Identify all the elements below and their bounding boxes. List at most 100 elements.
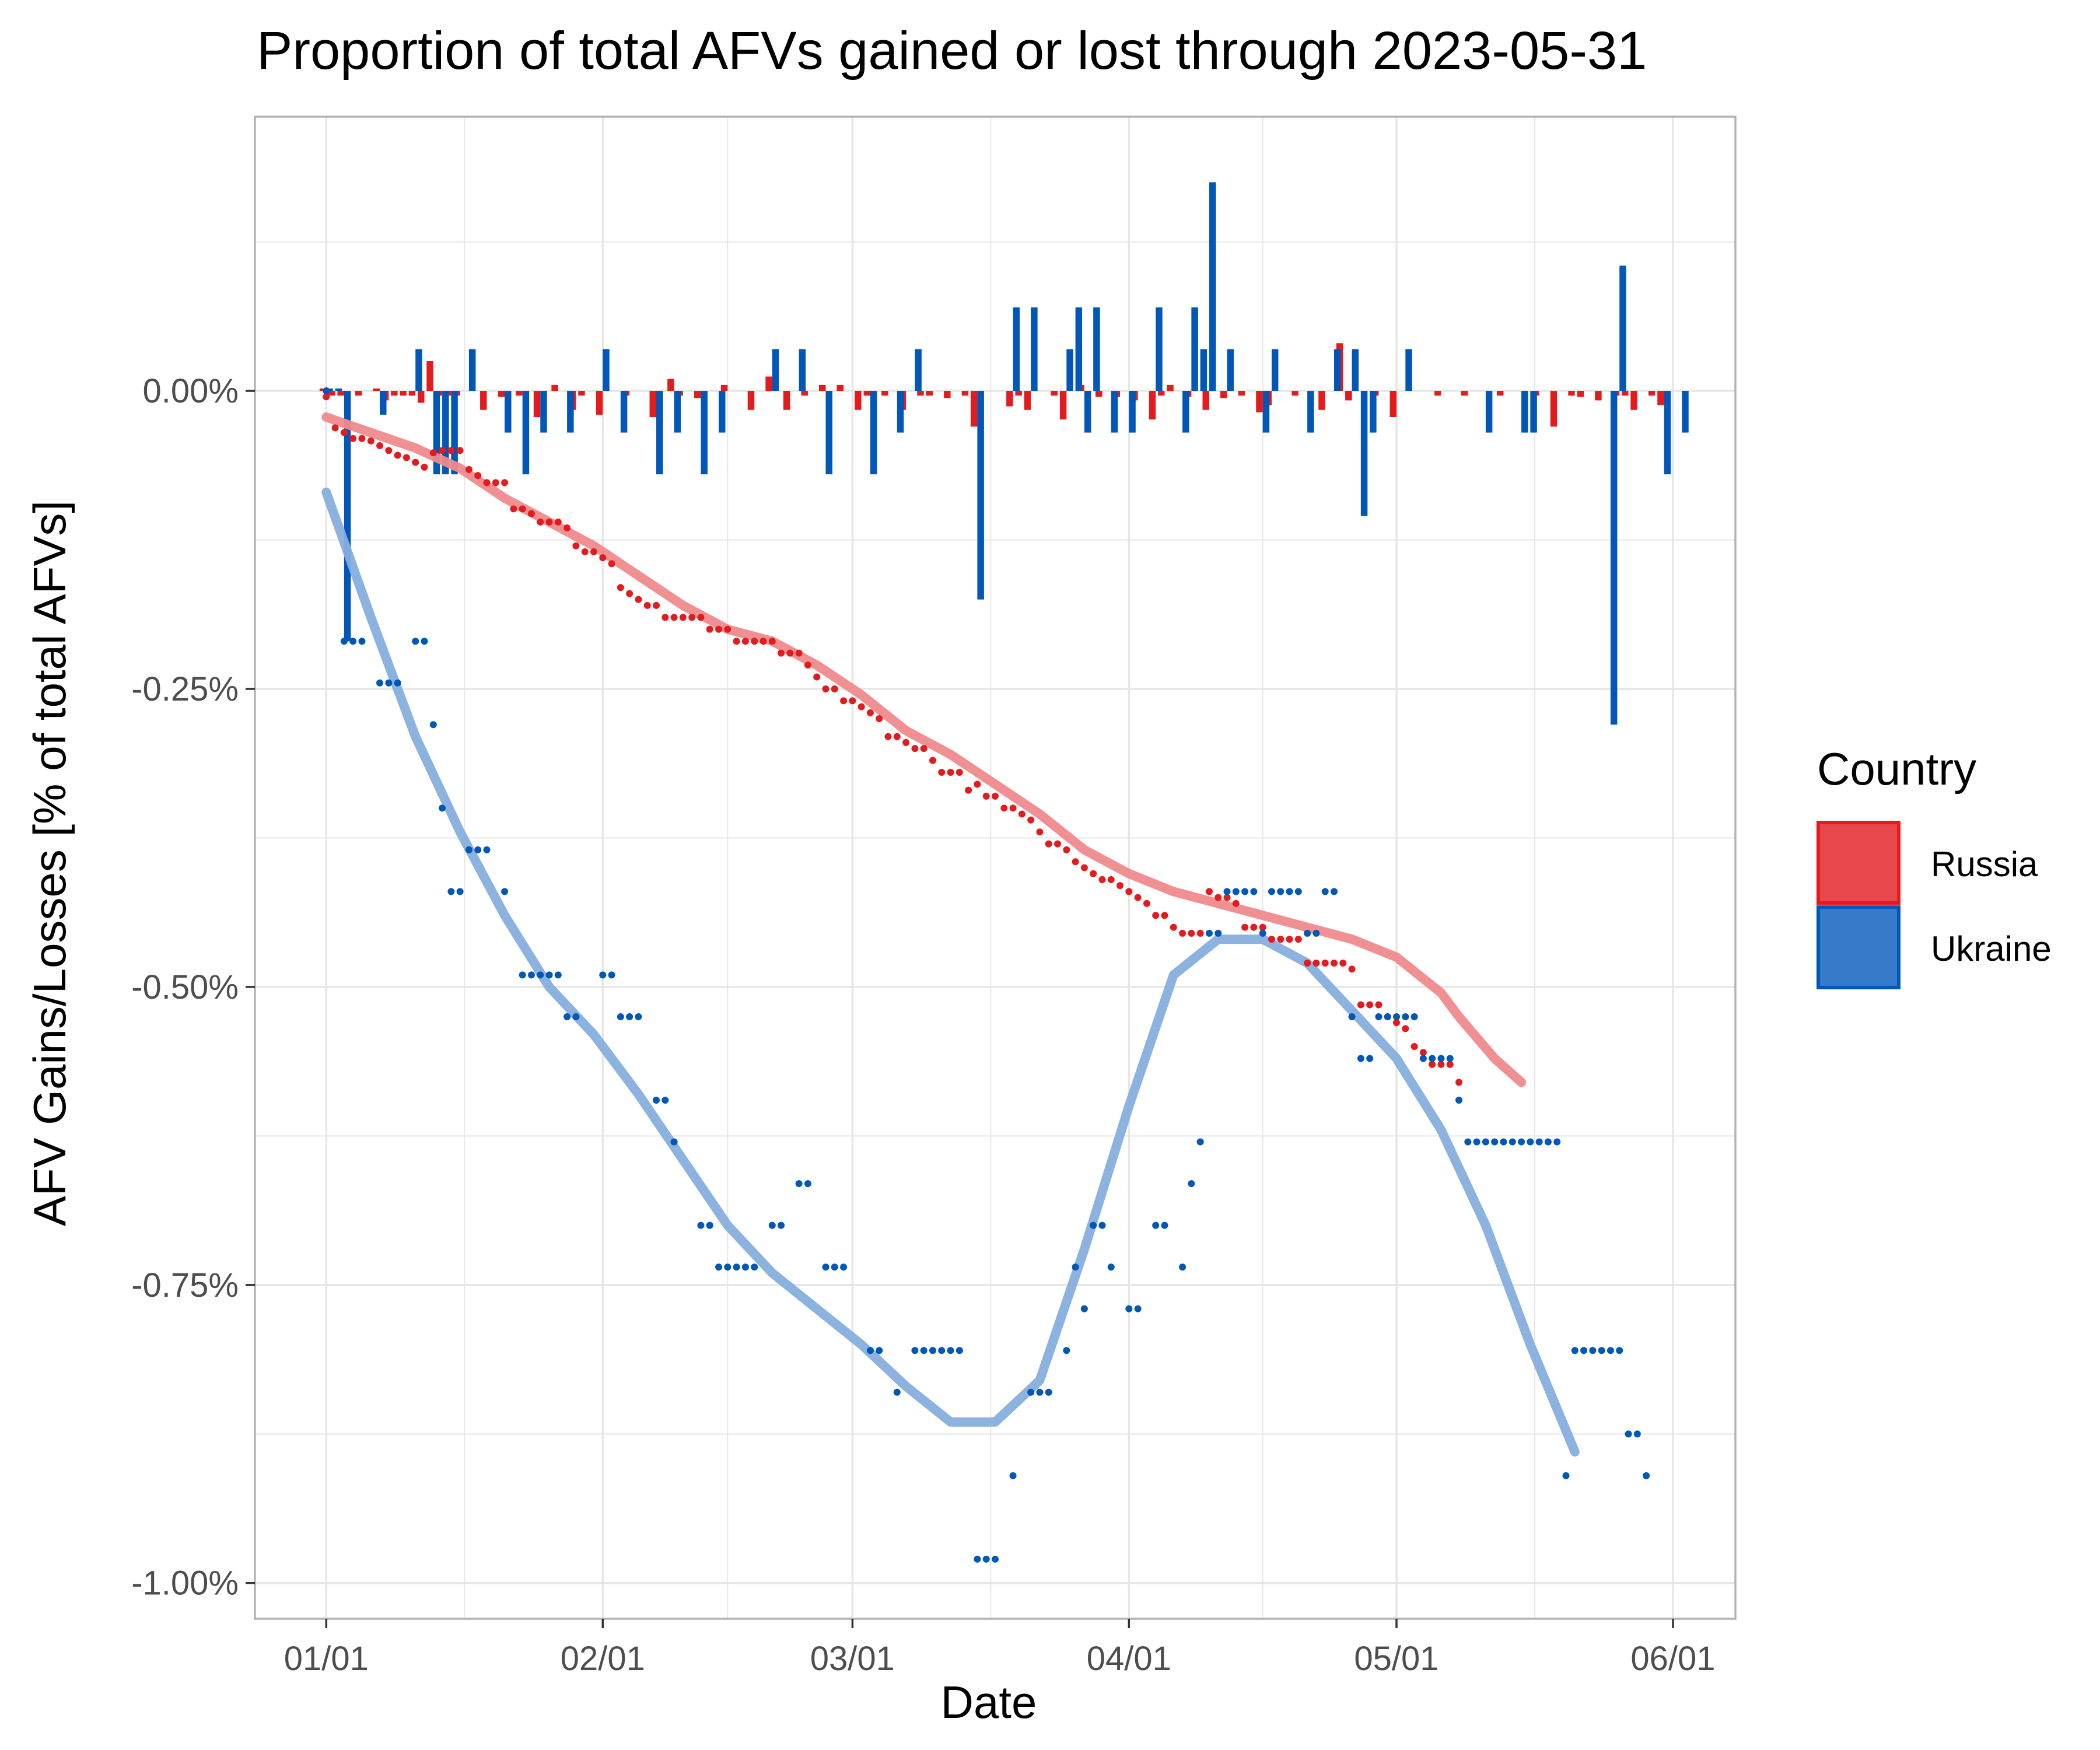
russia-daily-bar — [1238, 391, 1245, 396]
ukraine-cumulative-point — [1473, 1138, 1480, 1146]
ukraine-cumulative-point — [1090, 1222, 1097, 1229]
russia-cumulative-point — [1410, 1043, 1418, 1051]
ukraine-cumulative-point — [1375, 1013, 1382, 1020]
russia-daily-bar — [1149, 391, 1156, 420]
russia-cumulative-point — [1321, 959, 1329, 967]
ukraine-daily-bar — [451, 391, 458, 475]
ukraine-cumulative-point — [947, 1347, 954, 1354]
ukraine-daily-bar — [603, 349, 610, 391]
russia-cumulative-point — [358, 435, 366, 442]
ukraine-cumulative-point — [1616, 1347, 1623, 1354]
russia-cumulative-point — [1259, 923, 1266, 931]
ukraine-cumulative-point — [1027, 1388, 1035, 1396]
ukraine-cumulative-point — [635, 1013, 642, 1020]
ukraine-cumulative-point — [1232, 888, 1240, 895]
russia-daily-bar — [1059, 391, 1067, 420]
ukraine-daily-bar — [1013, 307, 1020, 391]
x-tick-label: 01/01 — [284, 1640, 369, 1678]
ukraine-daily-bar — [1084, 391, 1091, 433]
legend-label-ukraine: Ukraine — [1931, 929, 2052, 968]
ukraine-cumulative-point — [1571, 1347, 1578, 1354]
ukraine-daily-bar — [1485, 391, 1493, 433]
ukraine-daily-bar — [1405, 349, 1412, 391]
y-tick-label: -0.50% — [131, 968, 239, 1006]
russia-cumulative-point — [679, 614, 687, 621]
russia-daily-bar — [881, 391, 888, 396]
legend: Country Russia Ukraine — [1817, 743, 2052, 989]
russia-cumulative-point — [1125, 888, 1133, 895]
russia-daily-bar — [391, 391, 398, 396]
ukraine-daily-bar — [620, 391, 628, 433]
ukraine-cumulative-point — [501, 888, 509, 895]
ukraine-daily-bar — [674, 391, 681, 433]
ukraine-daily-bar — [1262, 391, 1270, 433]
russia-cumulative-point — [492, 479, 499, 487]
ukraine-cumulative-point — [1241, 888, 1249, 895]
russia-cumulative-point — [1437, 1060, 1445, 1068]
russia-cumulative-point — [483, 479, 491, 487]
x-tick-label: 05/01 — [1354, 1640, 1438, 1678]
russia-daily-bar — [783, 391, 790, 410]
russia-cumulative-point — [947, 769, 954, 776]
russia-cumulative-point — [626, 590, 634, 597]
axis-ticks: 01/01 02/01 03/01 04/01 05/01 06/01 0.00% -0.25… — [131, 372, 1715, 1678]
ukraine-smooth-line — [321, 487, 1580, 1457]
ukraine-cumulative-point — [840, 1264, 848, 1271]
russia-cumulative-point — [519, 505, 526, 513]
ukraine-cumulative-point — [1419, 1055, 1427, 1062]
russia-cumulative-point — [804, 662, 811, 669]
ukraine-cumulative-point — [527, 971, 535, 979]
russia-cumulative-point — [1107, 876, 1115, 883]
ukraine-cumulative-point — [564, 1013, 571, 1020]
y-tick-label: -1.00% — [131, 1564, 239, 1602]
ukraine-cumulative-point — [554, 971, 562, 979]
ukraine-cumulative-point — [1179, 1264, 1186, 1271]
ukraine-cumulative-point — [1544, 1138, 1552, 1146]
ukraine-daily-bar — [505, 391, 512, 433]
ukraine-daily-bar — [522, 391, 530, 475]
russia-cumulative-point — [1357, 1001, 1364, 1009]
russia-daily-bar — [1167, 384, 1174, 391]
russia-cumulative-point — [670, 614, 678, 621]
russia-daily-bar — [1550, 391, 1558, 427]
russia-daily-bar — [863, 391, 870, 396]
russia-daily-bar — [337, 391, 344, 396]
russia-daily-bar — [1648, 391, 1656, 396]
russia-cumulative-point — [1143, 900, 1150, 907]
russia-cumulative-point — [733, 638, 740, 645]
russia-daily-bar — [1158, 391, 1165, 396]
russia-cumulative-point — [545, 518, 553, 526]
ukraine-cumulative-point — [1393, 1013, 1401, 1020]
russia-daily-bar — [961, 391, 969, 396]
ukraine-cumulative-point — [929, 1347, 936, 1354]
russia-cumulative-point — [1161, 912, 1168, 919]
russia-cumulative-point — [768, 638, 776, 645]
russia-cumulative-point — [831, 685, 838, 692]
ukraine-cumulative-point — [465, 846, 473, 853]
ukraine-cumulative-point — [412, 638, 419, 645]
russia-cumulative-point — [474, 472, 482, 480]
ukraine-cumulative-point — [394, 679, 401, 687]
ukraine-cumulative-point — [439, 804, 446, 812]
russia-cumulative-point — [1277, 936, 1284, 943]
ukraine-cumulative-point — [626, 1013, 634, 1020]
russia-daily-bar — [1622, 391, 1629, 396]
ukraine-cumulative-point — [778, 1222, 785, 1229]
russia-cumulative-point — [1179, 929, 1186, 937]
russia-cumulative-point — [1214, 894, 1222, 901]
ukraine-cumulative-point — [804, 1180, 811, 1188]
russia-daily-bar — [855, 391, 862, 410]
ukraine-cumulative-point — [768, 1222, 776, 1229]
russia-daily-bar — [1595, 391, 1602, 401]
ukraine-cumulative-point — [572, 1013, 580, 1020]
ukraine-daily-bar — [442, 391, 449, 475]
ukraine-cumulative-point — [1562, 1472, 1570, 1479]
russia-cumulative-point — [527, 510, 535, 517]
russia-daily-bar — [1006, 391, 1013, 407]
russia-cumulative-point — [1250, 923, 1258, 931]
ukraine-daily-bar — [977, 391, 984, 600]
russia-daily-bar — [926, 391, 933, 396]
russia-daily-bar — [917, 391, 924, 396]
ukraine-daily-bar — [1111, 391, 1118, 433]
ukraine-cumulative-point — [358, 638, 366, 645]
